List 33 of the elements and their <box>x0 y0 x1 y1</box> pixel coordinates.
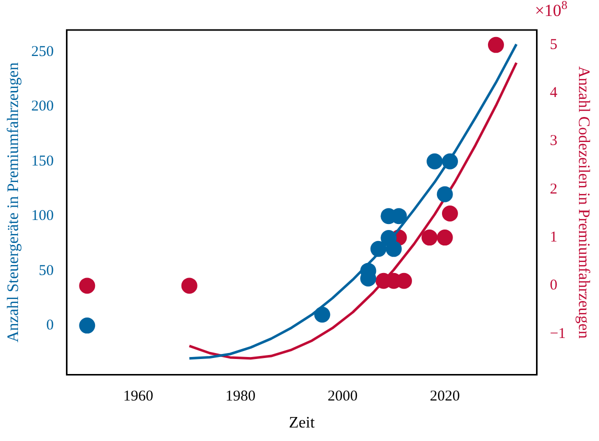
x-axis-title: Zeit <box>288 414 316 432</box>
y2-tick-label: 3 <box>550 133 558 150</box>
y-tick-label: 200 <box>31 98 54 115</box>
y2-tick-label: 5 <box>550 36 558 53</box>
point <box>181 278 198 294</box>
point <box>442 205 458 222</box>
y2-tick-label: −1 <box>550 326 566 342</box>
point <box>442 153 458 170</box>
y2-axis-title: Anzahl Codezeilen in Premiumfahrzeugen <box>575 66 592 339</box>
y2-tick-label: 1 <box>550 229 558 246</box>
point <box>79 278 96 294</box>
x-tick-label: 1960 <box>123 388 154 405</box>
point <box>488 36 504 53</box>
y-axis-title: Anzahl Steuergeräte in Premiumfahrzeugen <box>4 62 22 342</box>
point <box>370 240 386 257</box>
point <box>79 318 96 334</box>
point <box>422 230 438 246</box>
y2-tick-label: 0 <box>550 278 558 294</box>
y-tick-label: 150 <box>31 153 54 170</box>
point <box>386 240 402 257</box>
point <box>426 153 443 170</box>
x-tick-label: 2020 <box>430 388 460 405</box>
point <box>436 186 453 202</box>
point <box>436 230 453 246</box>
y-tick-label: 100 <box>31 208 54 224</box>
y-tick-label: 0 <box>46 317 54 334</box>
x-tick-label: 1980 <box>225 388 256 405</box>
y-tick-label: 250 <box>31 44 54 60</box>
point <box>314 306 330 323</box>
y2-tick-label: 4 <box>550 85 558 102</box>
x-tick-label: 2000 <box>328 388 358 405</box>
y2-tick-label: 2 <box>550 181 558 198</box>
y-tick-label: 50 <box>38 262 54 279</box>
